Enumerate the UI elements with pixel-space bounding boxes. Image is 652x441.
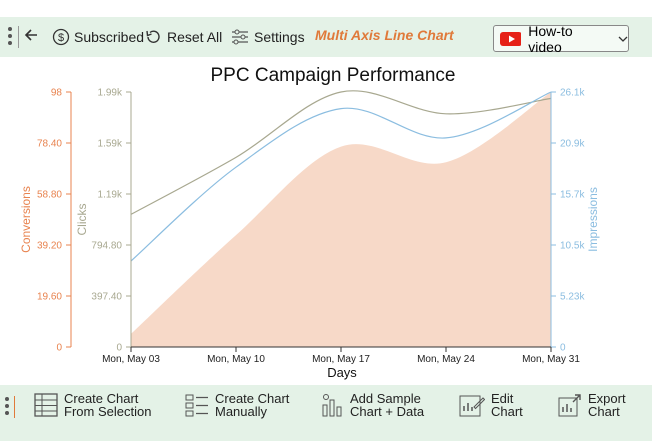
series-line-impressions bbox=[130, 91, 552, 262]
back-arrow-icon bbox=[24, 29, 37, 41]
create-selection-line1: Create Chart bbox=[64, 391, 139, 406]
create-chart-from-selection-button[interactable]: Create Chart From Selection bbox=[34, 392, 151, 418]
clicks-tick-label: 1.99k bbox=[98, 88, 123, 99]
create-selection-line2: From Selection bbox=[64, 404, 152, 419]
reset-label: Reset All bbox=[167, 29, 223, 45]
x-tick-label: Mon, May 03 bbox=[102, 354, 160, 365]
impressions-tick-label: 10.5k bbox=[560, 241, 585, 252]
conversions-tick-label: 19.60 bbox=[37, 292, 62, 303]
impressions-tick-label: 5.23k bbox=[560, 292, 585, 303]
export-chart-line2: Chart bbox=[588, 404, 620, 419]
export-chart-icon bbox=[558, 394, 581, 417]
settings-label: Settings bbox=[254, 29, 305, 45]
plot-area bbox=[130, 90, 552, 347]
clicks-tick-label: 1.59k bbox=[98, 139, 123, 150]
chevron-down-icon bbox=[618, 36, 628, 42]
add-sample-line2: Chart + Data bbox=[350, 404, 425, 419]
export-chart-line1: Export bbox=[588, 391, 626, 406]
x-tick-label: Mon, May 10 bbox=[207, 354, 265, 365]
add-sample-line1: Add Sample bbox=[350, 391, 421, 406]
create-manual-line1: Create Chart bbox=[215, 391, 290, 406]
impressions-tick-label: 0 bbox=[560, 343, 566, 354]
edit-chart-icon bbox=[459, 395, 485, 417]
table-grid-icon bbox=[34, 393, 58, 417]
x-tick-label: Mon, May 24 bbox=[417, 354, 475, 365]
top-toolbar: $ Subscribed Reset All Settings Multi Ax… bbox=[0, 17, 652, 57]
clicks-tick-label: 1.19k bbox=[98, 190, 123, 201]
chart-type-title: Multi Axis Line Chart bbox=[315, 27, 454, 43]
clicks-axis-title: Clicks bbox=[75, 204, 89, 236]
reset-icon bbox=[146, 30, 160, 43]
subscribed-label: Subscribed bbox=[74, 29, 145, 45]
edit-chart-line2: Chart bbox=[491, 404, 523, 419]
reset-all-button[interactable]: Reset All bbox=[144, 28, 222, 46]
create-manual-line2: Manually bbox=[215, 404, 268, 419]
create-chart-manually-button[interactable]: Create Chart Manually bbox=[185, 392, 289, 418]
drag-handle-icon[interactable] bbox=[5, 397, 9, 415]
axes: 0 19.60 39.20 58.80 78.40 98 Conversions 0 397.4… bbox=[19, 88, 600, 366]
edit-chart-line1: Edit bbox=[491, 391, 514, 406]
impressions-axis-title: Impressions bbox=[586, 187, 600, 252]
settings-sliders-icon bbox=[232, 29, 248, 45]
series-area-conversions bbox=[131, 92, 551, 347]
x-tick-label: Mon, May 17 bbox=[312, 354, 370, 365]
add-sample-chart-button[interactable]: Add Sample Chart + Data bbox=[320, 392, 424, 418]
series-line-clicks bbox=[130, 90, 552, 215]
edit-chart-button[interactable]: Edit Chart bbox=[459, 392, 523, 418]
conversions-tick-label: 98 bbox=[51, 88, 63, 99]
how-to-video-dropdown[interactable]: How-to video bbox=[493, 22, 629, 55]
x-axis-title: Days bbox=[327, 365, 357, 380]
settings-button[interactable]: Settings bbox=[230, 28, 305, 46]
svg-text:$: $ bbox=[58, 32, 64, 44]
dollar-coin-icon: $ bbox=[52, 28, 70, 46]
sample-chart-icon bbox=[322, 394, 342, 417]
back-button[interactable] bbox=[22, 26, 40, 44]
multi-axis-chart: PPC Campaign Performance 0 19.60 39.20 58.8… bbox=[19, 65, 600, 380]
how-to-video-label: How-to video bbox=[528, 22, 573, 55]
export-chart-button[interactable]: Export Chart bbox=[558, 392, 626, 418]
conversions-tick-label: 58.80 bbox=[37, 190, 62, 201]
x-tick-label: Mon, May 31 bbox=[522, 354, 580, 365]
impressions-tick-label: 15.7k bbox=[560, 190, 585, 201]
impressions-tick-label: 20.9k bbox=[560, 139, 585, 150]
divider bbox=[14, 396, 15, 418]
list-form-icon bbox=[185, 394, 208, 417]
drag-handle-icon[interactable] bbox=[8, 27, 12, 45]
conversions-tick-label: 0 bbox=[56, 343, 62, 354]
clicks-tick-label: 397.40 bbox=[91, 292, 122, 303]
conversions-tick-label: 39.20 bbox=[37, 241, 62, 252]
bottom-toolbar: Create Chart From Selection Create Chart M… bbox=[0, 385, 652, 441]
conversions-tick-label: 78.40 bbox=[37, 139, 62, 150]
clicks-tick-label: 794.80 bbox=[91, 241, 122, 252]
conversions-axis-title: Conversions bbox=[19, 186, 33, 253]
chart-title: PPC Campaign Performance bbox=[211, 65, 456, 86]
clicks-tick-label: 0 bbox=[116, 343, 122, 354]
divider bbox=[18, 26, 19, 48]
subscribed-button[interactable]: $ Subscribed bbox=[52, 28, 144, 46]
impressions-tick-label: 26.1k bbox=[560, 88, 585, 99]
youtube-icon bbox=[500, 31, 522, 46]
